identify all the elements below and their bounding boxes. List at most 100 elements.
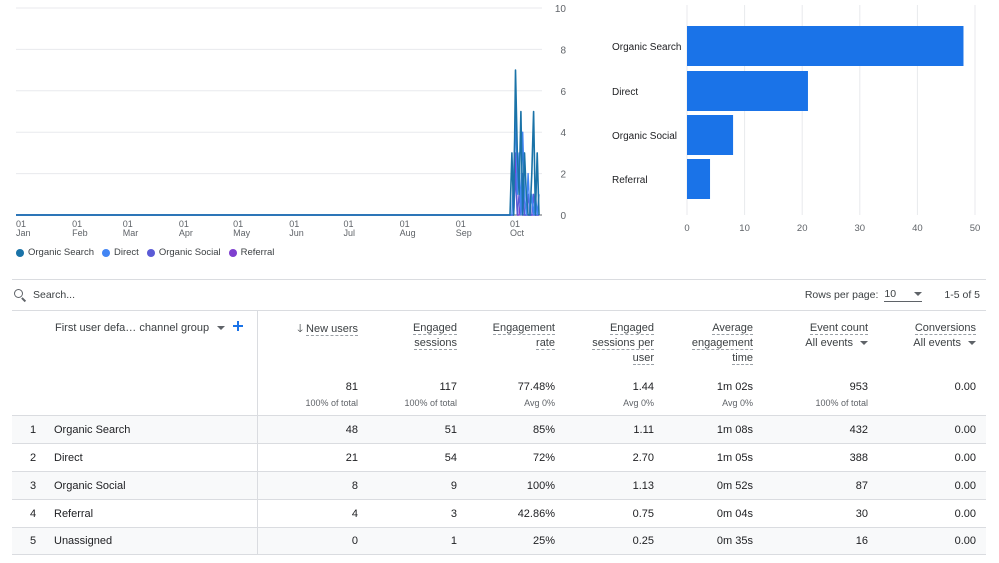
x-tick-label: 01 Apr — [179, 219, 193, 238]
search-icon[interactable] — [13, 288, 27, 302]
metric-cell: 72% — [532, 451, 555, 464]
bar-chart: Organic Search Direct Organic Social Referr… — [612, 5, 980, 234]
legend-label: Organic Social — [158, 247, 221, 258]
column-title-line: engagement — [691, 337, 753, 350]
metric-cell: 0.75 — [632, 507, 654, 520]
bar-organic-social[interactable] — [687, 115, 734, 155]
metric-cell: 4 — [351, 507, 358, 520]
column-title-line: Conversions — [914, 322, 976, 335]
column-total: 0.00 — [954, 381, 976, 393]
legend-item[interactable]: Direct — [102, 247, 139, 258]
column-total: 1.44 — [632, 381, 654, 393]
bar-organic-search[interactable] — [687, 26, 964, 66]
bar-category-label: Referral — [612, 175, 648, 186]
metric-cell: 1.11 — [633, 423, 654, 436]
metric-cell: 1m 05s — [716, 451, 753, 464]
bar-x-tick-label: 40 — [912, 223, 923, 234]
add-dimension-icon[interactable] — [231, 319, 245, 333]
x-tick-label: 01 Sep — [456, 219, 472, 238]
metric-cell: 0.00 — [954, 479, 976, 492]
column-event-filter[interactable]: All events — [913, 337, 976, 349]
bar-x-tick-label: 10 — [739, 223, 750, 234]
bar-direct[interactable] — [687, 71, 808, 111]
line-series-organic-search — [16, 69, 540, 216]
channel-name: Referral — [54, 507, 94, 520]
column-header[interactable]: Engaged sessions 117 100% of total — [358, 311, 457, 416]
column-title: Event count — [809, 321, 868, 336]
line-chart: 10 8 6 4 2 0 01 Jan 01 Feb 01 Mar 01 Apr 01 May 01 Jun 01… — [16, 4, 567, 238]
bar-referral[interactable] — [687, 159, 711, 199]
column-total: 953 — [849, 381, 868, 393]
table-row[interactable]: 4 Referral 4 3 42.86% 0.75 0m 04s 30 0.00 — [12, 499, 986, 527]
column-title-line: Engaged — [609, 322, 654, 335]
table-row[interactable]: 2 Direct 21 54 72% 2.70 1m 05s 388 0.00 — [12, 443, 986, 471]
legend-item[interactable]: Organic Search — [16, 247, 94, 258]
column-header[interactable]: Engagement rate 77.48% Avg 0% — [457, 311, 555, 416]
x-tick-label: 01 Jan — [16, 219, 31, 238]
line-series-direct — [16, 110, 540, 216]
column-total: 81 — [345, 381, 358, 393]
metric-cell: 42.86% — [517, 507, 555, 520]
metric-cell: 0m 04s — [716, 507, 753, 520]
line-series-referral — [16, 152, 539, 216]
column-total-note: 100% of total — [404, 398, 457, 408]
column-total-note: 100% of total — [815, 398, 868, 408]
column-header[interactable]: Engaged sessions per user 1.44 Avg 0% — [555, 311, 654, 416]
column-header[interactable]: Conversions All events 0.00 — [868, 311, 976, 416]
row-index: 5 — [29, 535, 37, 547]
x-tick-label: 01 Oct — [510, 219, 525, 238]
column-title: Engaged sessions per user — [592, 321, 654, 366]
y-tick-label: 6 — [560, 87, 566, 98]
column-title-line: user — [632, 352, 654, 365]
metric-cell: 85% — [532, 423, 555, 436]
legend-dot-icon — [228, 248, 237, 257]
metric-cell: 100% — [526, 479, 555, 492]
metric-cell: 0.00 — [954, 535, 976, 547]
metric-cell: 25% — [532, 535, 555, 547]
column-total-note: Avg 0% — [623, 398, 654, 408]
x-tick-label: 01 Aug — [400, 219, 416, 238]
column-title: Engagement rate — [492, 321, 555, 351]
metric-cell: 1m 08s — [716, 423, 753, 436]
search-input[interactable] — [33, 289, 233, 301]
metric-cell: 0m 52s — [716, 479, 753, 492]
bar-category-label: Direct — [612, 87, 638, 98]
metric-cell: 0.00 — [954, 507, 976, 520]
rows-per-page-select[interactable]: 10 — [884, 288, 923, 302]
rows-per-page-label: Rows per page: — [804, 289, 879, 301]
bar-x-tick-label: 30 — [855, 223, 866, 234]
legend-item[interactable]: Organic Social — [146, 247, 221, 258]
legend-item[interactable]: Referral — [228, 247, 275, 258]
channel-name: Organic Search — [54, 423, 131, 436]
dimension-header-label: First user defa… channel group — [55, 322, 210, 334]
y-tick-label: 2 — [560, 170, 566, 181]
column-total-note: Avg 0% — [524, 398, 555, 408]
metric-cell: 3 — [450, 507, 457, 520]
dimension-selector[interactable]: First user defa… channel group — [55, 322, 226, 334]
column-header[interactable]: 🡓 New users 81 100% of total — [258, 311, 358, 416]
y-tick-label: 10 — [555, 4, 567, 15]
channel-name: Organic Social — [54, 479, 126, 492]
column-header[interactable]: Event count All events 953 100% of total — [753, 311, 868, 416]
legend-label: Referral — [240, 247, 275, 258]
rows-per-page-value: 10 — [884, 288, 897, 300]
row-index: 3 — [29, 479, 37, 492]
metric-cell: 54 — [444, 451, 457, 464]
metric-cell: 1.13 — [632, 479, 654, 492]
metric-cell: 30 — [855, 507, 868, 520]
column-event-filter[interactable]: All events — [805, 337, 868, 349]
dimension-cell: 5 Unassigned — [12, 528, 258, 554]
metric-cell: 0 — [351, 535, 358, 547]
y-tick-label: 4 — [560, 128, 566, 139]
column-event-filter-label: All events — [805, 337, 853, 349]
x-tick-label: 01 Feb — [72, 219, 88, 238]
metric-cell: 0.00 — [954, 423, 976, 436]
legend-label: Organic Search — [28, 247, 95, 258]
table-row[interactable]: 1 Organic Search 48 51 85% 1.11 1m 08s 432 0.00 — [12, 415, 986, 443]
dimension-header: First user defa… channel group — [12, 311, 258, 415]
table-row[interactable]: 5 Unassigned 0 1 25% 0.25 0m 35s 16 0.00 — [12, 527, 986, 555]
chevron-down-icon — [914, 292, 923, 296]
metric-cell: 9 — [450, 479, 457, 492]
column-header[interactable]: Average engagement time 1m 02s Avg 0% — [654, 311, 753, 416]
table-row[interactable]: 3 Organic Social 8 9 100% 1.13 0m 52s 87 0.00 — [12, 471, 986, 499]
